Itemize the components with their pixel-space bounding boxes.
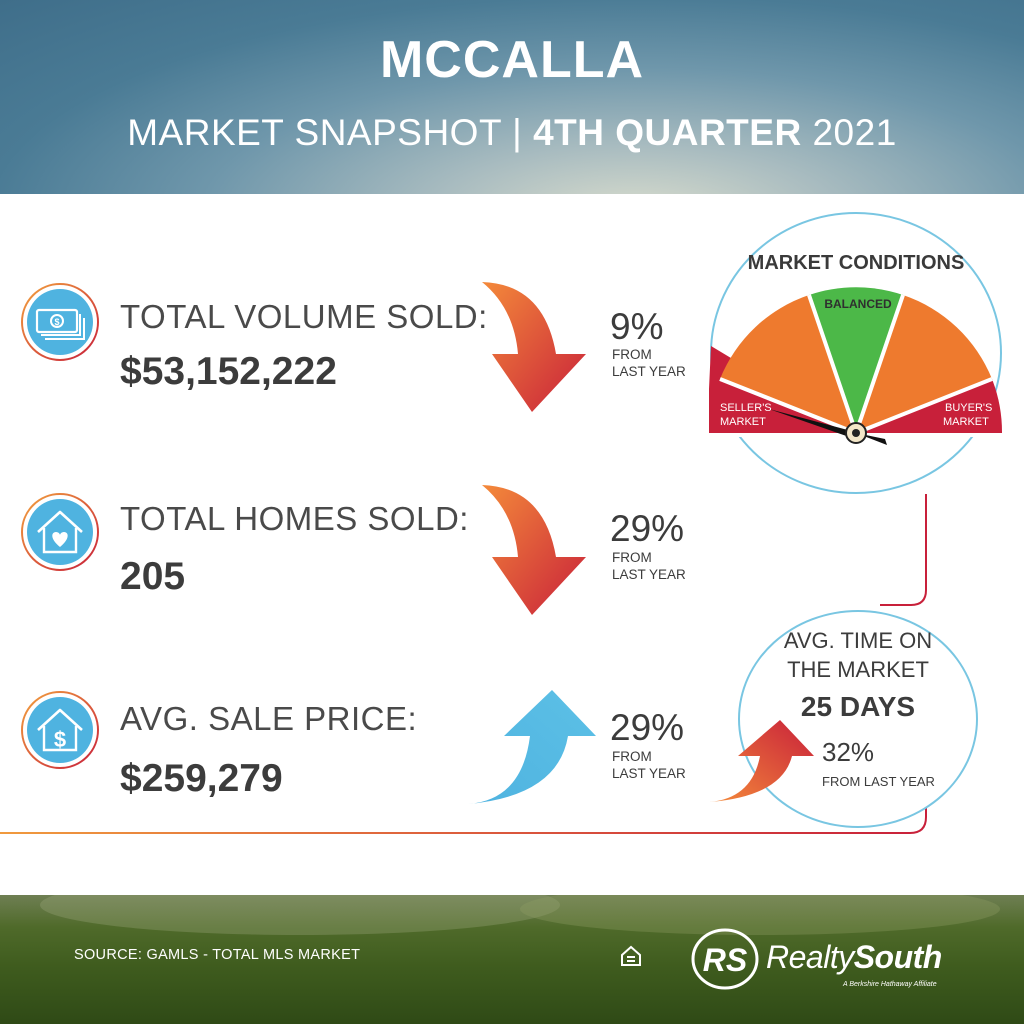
- house-heart-icon: [21, 493, 99, 571]
- time-on-market-change: 32%: [822, 737, 875, 767]
- market-conditions-gauge: [709, 212, 1003, 494]
- stat-value-volume: $53,152,222: [120, 350, 337, 393]
- page-title: MCCALLA: [379, 31, 645, 89]
- gauge-segment-orange-right: [856, 295, 992, 433]
- subtitle-year: 2021: [801, 112, 897, 153]
- gauge-label-balanced: BALANCED: [824, 297, 892, 311]
- arrow-down-icon: [482, 485, 586, 615]
- gauge-label-seller-1: SELLER'S: [720, 402, 772, 414]
- subtitle-quarter: 4TH QUARTER: [533, 112, 802, 153]
- cash-stack-icon: $: [21, 283, 99, 361]
- brand-affiliate: A Berkshire Hathaway Affiliate: [843, 981, 937, 988]
- stat-value-price: $259,279: [120, 757, 283, 800]
- stat-label-volume: TOTAL VOLUME SOLD:: [120, 298, 488, 335]
- connector-line: [880, 494, 927, 606]
- time-on-market-line1: AVG. TIME ON: [783, 628, 933, 653]
- stat-change-note-price-2: LAST YEAR: [612, 766, 686, 781]
- gauge-needle: [769, 409, 859, 439]
- stat-change-volume: 9%: [610, 306, 664, 347]
- grass-texture: [40, 895, 1000, 935]
- time-on-market-line2: THE MARKET: [787, 657, 929, 682]
- svg-text:$: $: [54, 317, 59, 327]
- stat-label-price: AVG. SALE PRICE:: [120, 700, 418, 737]
- arrow-up-icon: [468, 690, 596, 804]
- stat-change-price: 29%: [610, 707, 685, 748]
- brand-regular: Realty: [766, 939, 854, 975]
- gauge-label-buyer-1: BUYER'S: [945, 402, 993, 414]
- divider-line-3: [0, 805, 927, 834]
- brand-name: RealtySouth: [766, 939, 942, 976]
- stat-change-homes: 29%: [610, 508, 685, 549]
- stat-change-note-volume-2: LAST YEAR: [612, 364, 686, 379]
- stat-change-note-volume-1: FROM: [612, 347, 652, 362]
- gauge-segment-orange-left: [720, 295, 856, 433]
- time-on-market-value: 25 DAYS: [800, 691, 916, 722]
- source-note: SOURCE: GAMLS - TOTAL MLS MARKET: [74, 947, 361, 963]
- logo-initials: RS: [703, 942, 748, 978]
- arrow-down-icon: [482, 282, 586, 412]
- gauge-label-buyer-2: MARKET: [943, 416, 989, 428]
- stat-change-note-price-1: FROM: [612, 749, 652, 764]
- time-on-market-circle: [738, 610, 978, 828]
- page-subtitle: MARKET SNAPSHOT | 4TH QUARTER 2021: [0, 112, 1024, 154]
- house-dollar-icon: $: [21, 691, 99, 769]
- equal-housing-icon: [621, 945, 641, 966]
- gauge-segment-balanced: [809, 287, 903, 433]
- stat-change-note-homes-2: LAST YEAR: [612, 567, 686, 582]
- subtitle-prefix: MARKET SNAPSHOT |: [127, 112, 534, 153]
- header-banner: MCCALLA MARKET SNAPSHOT | 4TH QUARTER 20…: [0, 0, 1024, 194]
- market-conditions-title: MARKET CONDITIONS: [747, 252, 965, 274]
- stat-label-homes: TOTAL HOMES SOLD:: [120, 500, 469, 537]
- gauge-label-seller-2: MARKET: [720, 416, 766, 428]
- time-on-market-change-note: FROM LAST YEAR: [822, 774, 935, 789]
- svg-text:$: $: [54, 727, 66, 752]
- arrow-up-icon: [710, 720, 814, 802]
- stat-value-homes: 205: [120, 555, 186, 598]
- realtysouth-logo-icon: RS: [691, 928, 759, 990]
- brand-bold: South: [853, 939, 943, 975]
- footer-banner: SOURCE: GAMLS - TOTAL MLS MARKET RS Real…: [0, 895, 1024, 1024]
- stat-change-note-homes-1: FROM: [612, 550, 652, 565]
